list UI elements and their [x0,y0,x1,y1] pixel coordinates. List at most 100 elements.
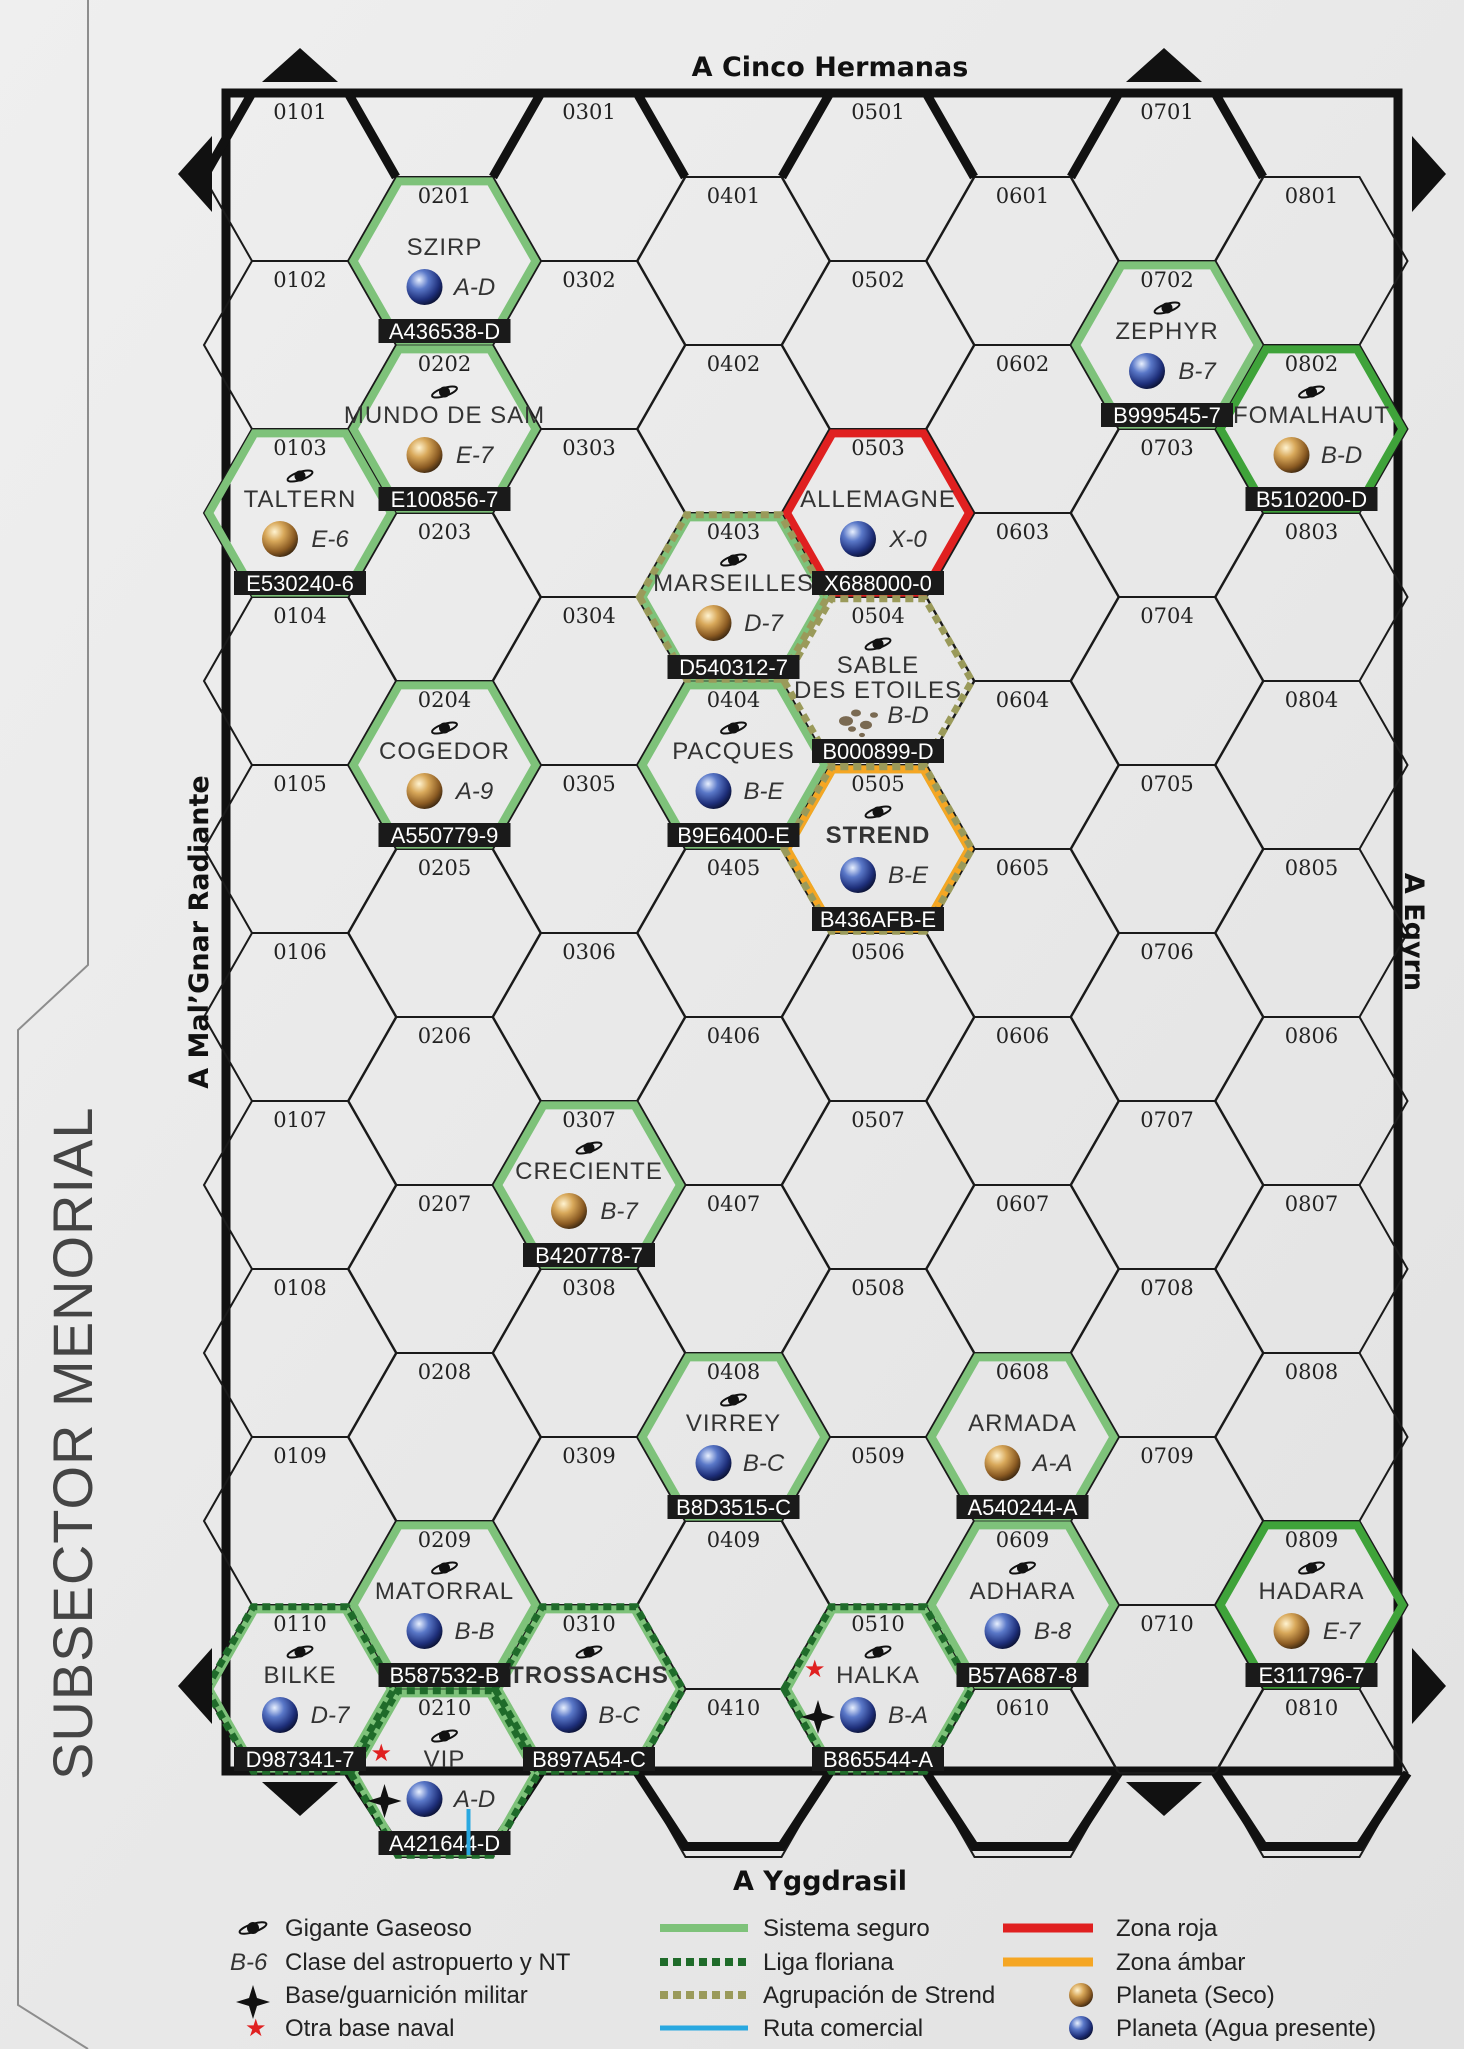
uwp-badge [667,655,800,679]
uwp-code: B510200-D [1256,487,1367,512]
hex-number: 0207 [418,1192,471,1216]
hex-number: 0108 [273,1276,326,1300]
arrow-left-icon [178,136,212,212]
hex-number: 0503 [851,436,904,460]
gas-giant-icon [431,721,458,735]
asteroid-belt-icon [839,709,878,738]
uwp-badge [956,1495,1089,1519]
direction-right: A Egyrn [1398,873,1429,991]
uwp-code: B420778-7 [535,1243,643,1268]
dry-planet-icon [984,1445,1021,1481]
hex-number: 0208 [418,1360,471,1384]
hex-number: 0101 [273,100,326,124]
dry-planet-icon [1273,437,1310,473]
arrow-up-icon [262,48,338,82]
world-virrey: VIRREY B-C B8D3515-C [667,1393,800,1520]
hex-edge [1211,1770,1412,1851]
hex-number: 0803 [1285,520,1338,544]
uwp-code: B897A54-C [532,1747,646,1772]
world-matorral: MATORRAL B-B B587532-B [375,1561,513,1688]
dry-planet-icon [1069,1983,1093,2007]
uwp-badge [523,1747,655,1771]
hex-number: 0105 [273,772,326,796]
uwp-code: A436538-D [389,319,500,344]
hex-number: 0103 [273,436,326,460]
hex-number: 0403 [707,520,760,544]
world-name: HADARA [1258,1578,1364,1605]
dry-planet-icon [262,521,298,557]
gas-giant-icon [1153,301,1181,315]
hex-number: 0805 [1285,856,1338,880]
hex-number: 0205 [418,856,471,880]
hex-number: 0606 [996,1024,1049,1048]
naval-base-icon: ★ [804,1655,826,1683]
world-bilke: BILKE D-7 D987341-7 [234,1645,366,1772]
arrow-right-icon [1412,1648,1446,1724]
water-planet-icon [840,857,876,893]
starport-class: E-6 [311,526,349,553]
gas-giant-icon [720,721,747,735]
uwp-badge [812,907,944,931]
world-name: SZIRP [407,234,483,261]
water-planet-icon [1129,353,1165,389]
world-adhara: ADHARA B-8 B57A687-8 [956,1561,1089,1688]
hex-number: 0106 [273,940,326,964]
world-fomalhaut: FOMALHAUT B-D B510200-D [1233,385,1389,512]
hex-number: 0704 [1140,604,1193,628]
gas-giant-icon [431,1729,458,1743]
world-name: CRECIENTE [515,1158,663,1185]
world-name: TALTERN [244,486,357,513]
world-armada: ARMADA A-A A540244-A [956,1410,1089,1520]
arrow-down-icon [262,1782,338,1816]
hex-number: 0603 [996,520,1049,544]
starport-class: A-A [1030,1450,1072,1477]
gas-giant-icon [575,1141,603,1155]
legend-florian: Liga floriana [763,1949,894,1976]
subsector-title: SUBSECTOR MENORIAL [41,1106,104,1780]
hex-number: 0303 [562,436,615,460]
gas-giant-icon [1298,385,1325,399]
hex-number: 0608 [996,1360,1049,1384]
world-name: COGEDOR [379,738,510,765]
world-creciente: CRECIENTE B-7 B420778-7 [515,1141,663,1268]
hex-edge [489,88,689,180]
hex-number: 0202 [418,352,471,376]
world-name: ZEPHYR [1115,318,1218,345]
uwp-code: B999545-7 [1113,403,1221,428]
hex-number: 0808 [1285,1360,1338,1384]
hex-number: 0802 [1285,352,1338,376]
legend-military: Base/guarnición militar [285,1982,528,2009]
hex-number: 0504 [851,604,904,628]
gas-giant-icon [431,385,458,399]
water-planet-icon [695,1445,732,1481]
arrow-up-icon [1126,48,1202,82]
hex-number: 0809 [1285,1528,1338,1552]
hex-number: 0309 [562,1444,615,1468]
hex-number: 0707 [1140,1108,1193,1132]
gas-giant-icon [720,1393,747,1407]
gas-giant-icon [720,553,747,567]
legend-strend: Agrupación de Strend [763,1982,995,2009]
military-base-icon [367,1784,402,1818]
uwp-badge [378,1663,511,1687]
uwp-badge [378,319,511,343]
hex-number: 0502 [851,268,904,292]
legend-safe: Sistema seguro [763,1915,930,1942]
hex-number: 0107 [273,1108,326,1132]
starport-class: B-B [454,1618,494,1645]
hex-number: 0501 [851,100,904,124]
legend-amber: Zona ámbar [1116,1949,1245,1976]
world-vip: VIP A-D ★ A421644-D [367,1729,511,1856]
arrow-down-icon [1126,1782,1202,1816]
zone-border [346,1687,543,1859]
hex-number: 0807 [1285,1192,1338,1216]
legend-class-sample: B-6 [230,1949,268,1976]
hex-number: 0104 [273,604,326,628]
uwp-code: E100856-7 [391,487,499,512]
world-allemagne: ALLEMAGNE X-0 X688000-0 [800,486,955,596]
hex-number: 0710 [1140,1612,1193,1636]
hex-number: 0310 [562,1612,615,1636]
hex-number: 0709 [1140,1444,1193,1468]
uwp-badge [667,823,800,847]
